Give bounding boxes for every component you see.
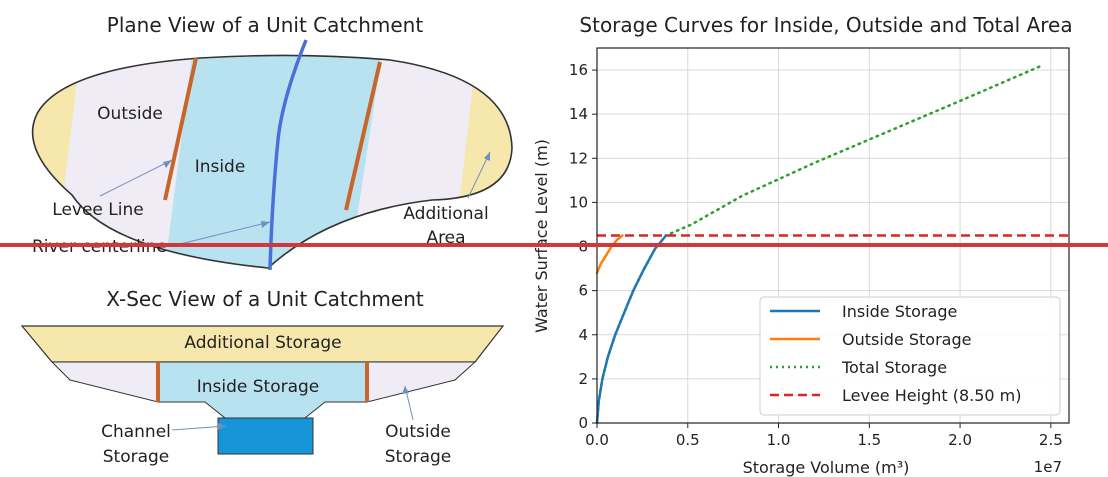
legend-label-levee: Levee Height (8.50 m) (842, 386, 1021, 405)
x-tick-label: 2.5 (1039, 431, 1063, 449)
channel-storage-label-line2: Storage (103, 447, 170, 467)
legend-label-total: Total Storage (841, 358, 947, 377)
plane-view-title: Plane View of a Unit Catchment (107, 13, 424, 37)
xsec-view: X-Sec View of a Unit Catchment Additiona… (22, 287, 503, 467)
channel-storage-region (218, 418, 313, 454)
outside-storage-label-line2: Storage (385, 447, 452, 467)
additional-storage-label: Additional Storage (184, 333, 341, 353)
x-tick-label: 1.0 (767, 431, 791, 449)
y-axis-label: Water Surface Level (m) (532, 139, 551, 333)
legend-label-outside: Outside Storage (842, 330, 971, 349)
additional-area-label-line1: Additional (403, 204, 488, 224)
y-tick-label: 16 (569, 61, 588, 79)
chart-title: Storage Curves for Inside, Outside and T… (579, 13, 1072, 37)
outside-storage-left (52, 362, 158, 402)
inside-storage-line (597, 236, 666, 424)
outside-storage-right (367, 362, 475, 402)
legend: Inside Storage Outside Storage Total Sto… (760, 297, 1060, 415)
y-tick-label: 0 (578, 414, 588, 432)
y-tick-label: 12 (569, 149, 588, 167)
y-tick-label: 2 (578, 370, 588, 388)
legend-label-inside: Inside Storage (842, 302, 957, 321)
x-tick-label: 2.0 (948, 431, 972, 449)
y-tick-label: 10 (569, 193, 588, 211)
y-tick-label: 6 (578, 282, 588, 300)
x-offset-label: 1e7 (1034, 458, 1062, 476)
outside-label: Outside (97, 104, 163, 124)
outside-storage-label-line1: Outside (385, 422, 451, 442)
x-tick-label: 1.5 (857, 431, 881, 449)
y-tick-label: 14 (569, 105, 588, 123)
plane-view: Plane View of a Unit Catchment Outside I… (0, 13, 540, 290)
x-tick-label: 0.0 (585, 431, 609, 449)
y-tick-label: 4 (578, 326, 588, 344)
x-tick-label: 0.5 (676, 431, 700, 449)
xsec-view-title: X-Sec View of a Unit Catchment (106, 287, 424, 311)
x-axis-label: Storage Volume (m³) (743, 458, 910, 477)
inside-storage-label: Inside Storage (197, 377, 320, 397)
outside-storage-line (597, 236, 622, 274)
channel-storage-label-line1: Channel (101, 422, 171, 442)
inside-label: Inside (195, 157, 246, 177)
levee-line-label: Levee Line (52, 200, 143, 220)
